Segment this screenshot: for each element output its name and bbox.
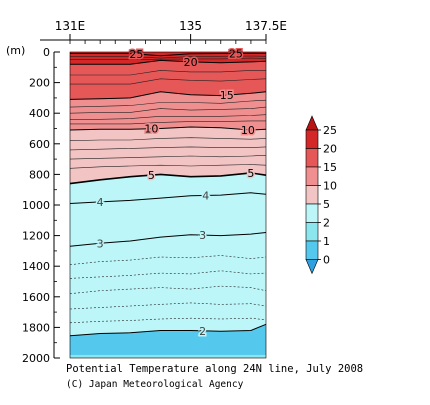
isotherm-label: 20: [184, 56, 198, 69]
minor-isotherm: [69, 155, 267, 160]
isotherm-label: 4: [202, 189, 209, 202]
isotherm-label: 25: [129, 48, 143, 61]
y-unit-label: (m): [6, 44, 25, 57]
colorbar-top-arrow: [305, 115, 319, 131]
minor-isotherm: [70, 55, 267, 59]
colorbar-label: 15: [323, 161, 337, 174]
colorbar-label: 1: [323, 235, 330, 248]
y-tick-label: 2000: [22, 352, 50, 365]
minor-isotherm: [69, 137, 267, 141]
minor-isotherm: [70, 114, 267, 120]
minor-isotherm: [69, 99, 267, 108]
isotherm-label: 4: [97, 196, 104, 209]
y-tick-label: 0: [43, 46, 50, 59]
minor-isotherm: [69, 317, 267, 324]
minor-isotherm: [69, 106, 267, 114]
colorbar-segment: [305, 185, 319, 205]
y-tick-label: 1400: [22, 260, 50, 273]
isotherm-15: [69, 91, 267, 100]
minor-isotherm: [70, 57, 267, 60]
y-tick-label: 1800: [22, 321, 50, 334]
minor-isotherm: [69, 270, 267, 279]
isotherm-label: 10: [241, 124, 255, 137]
minor-isotherm: [69, 285, 267, 294]
y-tick-label: 400: [29, 107, 50, 120]
colorbar-label: 0: [323, 254, 330, 267]
colorbar-segment: [305, 148, 319, 168]
isotherm-3: [69, 232, 267, 247]
x-axis: 131E 135 137.5E: [40, 19, 287, 44]
y-tick-label: 1000: [22, 199, 50, 212]
x-tick-label: 137.5E: [245, 19, 287, 33]
isotherm-label: 25: [229, 47, 243, 60]
isotherm-label: 5: [247, 167, 254, 180]
minor-isotherm: [69, 146, 267, 151]
colorbar-label: 5: [323, 198, 330, 211]
isotherm-label: 15: [220, 89, 234, 102]
plot-frame: [69, 51, 267, 359]
chart-title: Potential Temperature along 24N line, Ju…: [66, 363, 363, 375]
credit-text: (C) Japan Meteorological Agency: [66, 379, 244, 390]
colorbar-label: 20: [323, 143, 337, 156]
colorbar-segment: [305, 129, 319, 149]
colorbar-segment: [305, 240, 319, 260]
isotherm-4: [69, 192, 267, 204]
colorbar-segment: [305, 203, 319, 223]
y-tick-label: 1200: [22, 230, 50, 243]
isotherm-20: [70, 59, 267, 65]
colorbar-label: 25: [323, 124, 337, 137]
band-20-30: [70, 52, 266, 65]
minor-isotherm: [69, 164, 267, 169]
minor-isotherm: [70, 70, 266, 76]
x-tick-label: 135: [179, 19, 202, 33]
minor-isotherm: [70, 120, 266, 125]
isotherm-label: 10: [144, 123, 158, 136]
colorbar-segment: [305, 166, 319, 186]
x-tick-label: 131E: [55, 19, 86, 33]
minor-isotherm: [69, 255, 267, 265]
y-tick-label: 200: [29, 77, 50, 90]
isotherm-label: 5: [148, 169, 155, 182]
minor-isotherm: [69, 302, 267, 310]
y-tick-label: 800: [29, 168, 50, 181]
colorbar-segment: [305, 222, 319, 242]
minor-isotherm: [70, 78, 267, 85]
isotherm-label: 3: [199, 229, 206, 242]
plot-area: 25 25 20 15 10 10 5 5 4 4 3 3 2: [69, 46, 267, 359]
band-bottom: [70, 354, 266, 358]
y-tick-label: 1600: [22, 291, 50, 304]
colorbar-bottom-arrow: [305, 259, 319, 275]
y-tick-label: 600: [29, 138, 50, 151]
isotherm-label: 2: [199, 325, 206, 338]
isotherm-label: 3: [97, 237, 104, 250]
y-axis: 0 200 400 600 800 1000 1200 1400 1600 1800 2000: [22, 46, 60, 365]
isotherm-10: [69, 126, 267, 131]
isotherm-25: [70, 52, 267, 57]
colorbar-label: 2: [323, 217, 330, 230]
isotherm-2: [69, 323, 267, 337]
colorbar-label: 10: [323, 180, 337, 193]
isotherm-5: [69, 172, 267, 185]
